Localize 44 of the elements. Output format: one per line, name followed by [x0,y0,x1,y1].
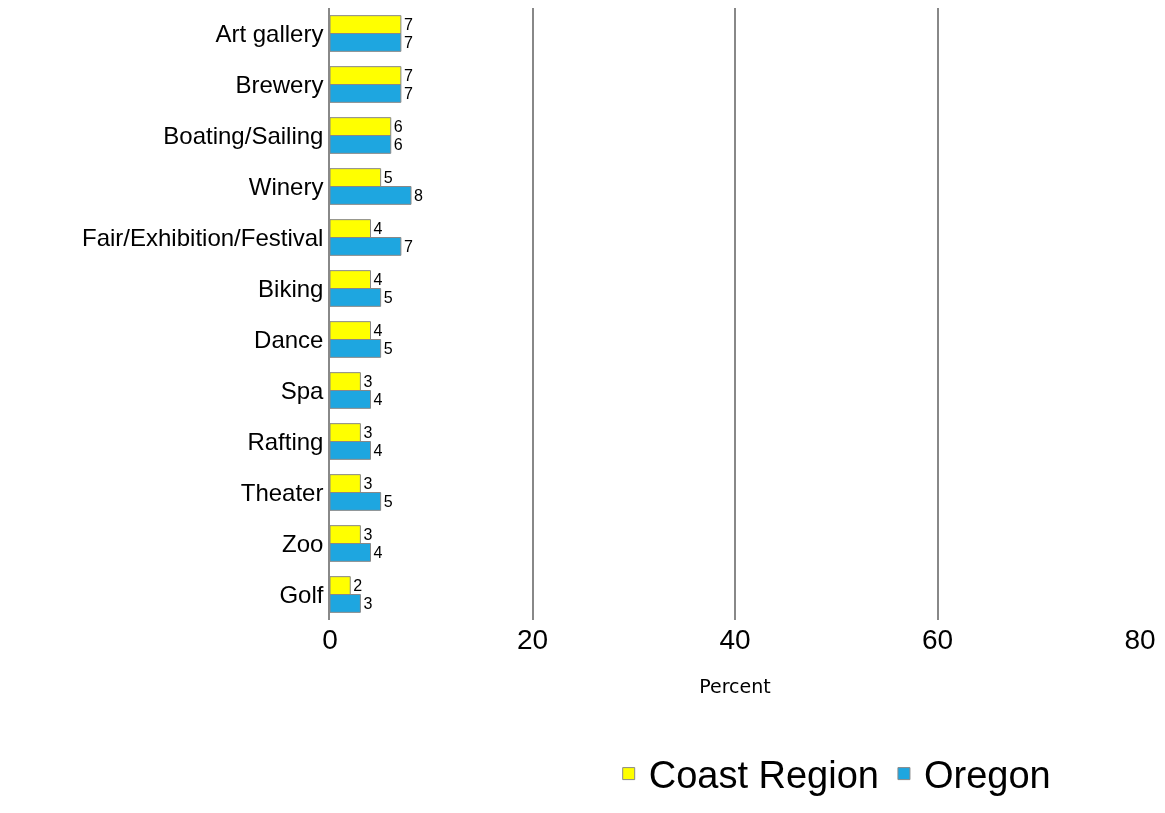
y-tick-label: Golf [279,580,324,608]
data-label: 5 [383,338,393,357]
y-tick-label: Zoo [282,529,324,557]
data-label: 4 [373,269,383,288]
data-label: 5 [383,287,393,306]
y-tick-label: Boating/Sailing [163,121,324,149]
data-label: 4 [373,389,383,408]
x-tick-label: 60 [921,624,954,655]
x-tick-label: 80 [1124,624,1156,655]
data-label: 5 [383,167,393,186]
y-tick-label: Biking [258,274,324,302]
y-tick-label: Dance [254,325,324,353]
data-label: 7 [403,32,413,51]
data-label: 3 [363,473,373,492]
data-label: 6 [393,134,403,153]
y-tick-label: Winery [248,172,324,200]
x-tick-label: 40 [719,624,751,655]
data-label: 8 [414,185,423,204]
data-label: 3 [363,422,373,441]
data-label: 4 [373,440,383,459]
x-tick-label: 0 [322,624,338,655]
y-tick-label: Brewery [235,70,324,98]
data-label: 3 [363,593,373,612]
data-label: 4 [373,542,383,561]
y-tick-label: Rafting [247,427,324,455]
legend-label: Coast Region [648,754,879,797]
data-label: 3 [363,524,373,543]
data-label: 2 [353,575,363,594]
data-label: 5 [383,491,393,510]
y-tick-label: Fair/Exhibition/Festival [82,223,324,251]
data-label: 7 [403,14,413,33]
data-label: 4 [373,218,383,237]
y-tick-label: Theater [240,478,324,506]
data-label: 7 [403,83,413,102]
data-label: 7 [403,65,413,84]
data-label: 3 [363,371,373,390]
data-label: 4 [373,320,383,339]
x-tick-label: 20 [516,624,549,655]
legend-label: Oregon [923,754,1051,797]
y-tick-label: Spa [280,376,325,404]
x-axis-title: Percent [699,674,771,697]
data-label: 7 [403,236,413,255]
y-tick-label: Art gallery [215,19,324,47]
data-label: 6 [393,116,403,135]
